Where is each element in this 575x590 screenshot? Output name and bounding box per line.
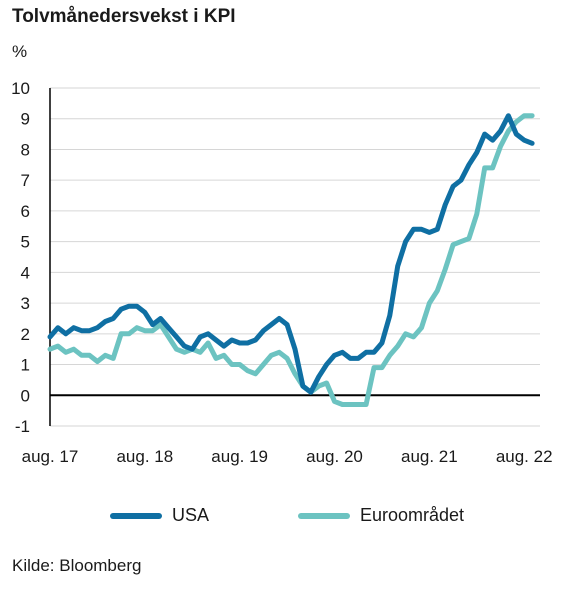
legend-item-euro: Euroområdet bbox=[298, 505, 464, 526]
axes bbox=[49, 88, 540, 426]
legend-swatch-euro bbox=[298, 512, 350, 519]
y-tick-label-9: 9 bbox=[21, 110, 30, 129]
x-tick-label-2: aug. 19 bbox=[211, 447, 268, 466]
y-tick-label-8: 8 bbox=[21, 140, 30, 159]
y-tick-label-1: 1 bbox=[21, 356, 30, 375]
legend-label-usa: USA bbox=[172, 505, 210, 525]
legend: USA Euroområdet bbox=[0, 505, 575, 529]
series-line-euro bbox=[47, 113, 535, 407]
x-tick-label-5: aug. 22 bbox=[496, 447, 553, 466]
legend-swatch-usa bbox=[110, 512, 162, 519]
series-lines bbox=[47, 113, 535, 407]
y-tick-label-0: 0 bbox=[21, 386, 30, 405]
series-line-usa bbox=[47, 113, 535, 395]
y-axis-unit: % bbox=[12, 42, 28, 61]
x-tick-labels: aug. 17 aug. 18 aug. 19 aug. 20 aug. 21 aug. … bbox=[22, 447, 553, 466]
y-tick-label-2: 2 bbox=[21, 325, 30, 344]
y-tick-label-3: 3 bbox=[21, 294, 30, 313]
chart-title: Tolvmånedersvekst i KPI bbox=[12, 6, 236, 27]
x-tick-label-3: aug. 20 bbox=[306, 447, 363, 466]
y-tick-labels: -1 0 1 2 3 4 5 6 7 8 9 10 bbox=[11, 79, 30, 436]
x-tick-label-0: aug. 17 bbox=[22, 447, 79, 466]
legend-label-euro: Euroområdet bbox=[360, 505, 465, 525]
y-tick-label--1: -1 bbox=[15, 417, 30, 436]
y-tick-label-5: 5 bbox=[21, 233, 30, 252]
y-tick-label-6: 6 bbox=[21, 202, 30, 221]
legend-item-usa: USA bbox=[110, 505, 209, 526]
x-tick-label-4: aug. 21 bbox=[401, 447, 458, 466]
x-tick-label-1: aug. 18 bbox=[116, 447, 173, 466]
y-tick-label-10: 10 bbox=[11, 79, 30, 98]
y-tick-label-7: 7 bbox=[21, 171, 30, 190]
source-note: Kilde: Bloomberg bbox=[12, 556, 142, 575]
y-tick-label-4: 4 bbox=[21, 263, 30, 282]
